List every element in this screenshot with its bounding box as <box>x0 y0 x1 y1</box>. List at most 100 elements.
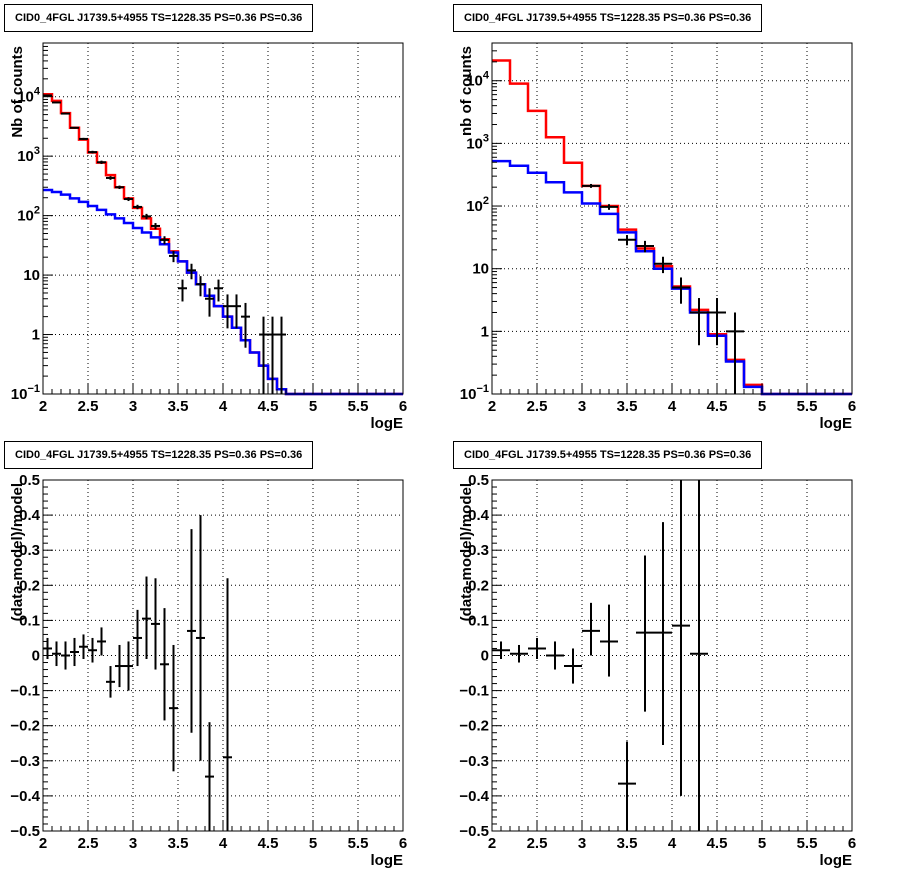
data-point <box>205 288 214 317</box>
x-tick-label: 3 <box>129 398 137 415</box>
plot-title: CID0_4FGL J1739.5+4955 TS=1228.35 PS=0.3… <box>4 441 314 469</box>
data-point <box>61 112 70 115</box>
y-tick-label: −0.5 <box>10 823 40 840</box>
x-tick-label: 4.5 <box>258 398 279 415</box>
y-axis-title: Nb of counts <box>9 46 26 138</box>
data-point <box>241 302 250 348</box>
x-tick-label: 2 <box>488 835 496 852</box>
data-points <box>43 515 232 831</box>
residual-plot-right: 2 2.5 3 3.5 4 4.5 5 5.5 6 −0.5 −0.4 −0.3 −0.2 −0.1 0 0.… <box>458 472 856 869</box>
x-tick-label: 5 <box>309 835 317 852</box>
x-tick-label: 2 <box>39 398 47 415</box>
x-tick-label: 2.5 <box>78 835 99 852</box>
x-tick-label: 3 <box>578 398 586 415</box>
plot-title: CID0_4FGL J1739.5+4955 TS=1228.35 PS=0.3… <box>453 441 763 469</box>
data-point <box>672 277 690 304</box>
data-point <box>160 608 169 721</box>
data-points <box>492 480 708 831</box>
data-point <box>169 644 178 772</box>
data-point <box>88 150 97 154</box>
x-tick-label: 3.5 <box>168 398 189 415</box>
panel-top-left: 2 2.5 3 3.5 4 4.5 5 5.5 6 10−1 1 10 102 103 104 logE Nb … <box>0 0 449 437</box>
data-point <box>654 256 672 274</box>
data-point <box>232 294 241 329</box>
x-tick-label: 4.5 <box>707 398 728 415</box>
data-point <box>151 223 160 230</box>
y-tick-label: −0.2 <box>10 718 40 735</box>
data-point <box>160 236 169 245</box>
y-tick-label: 102 <box>17 205 40 225</box>
y-tick-label: −0.4 <box>459 788 489 805</box>
data-point <box>124 197 133 202</box>
x-axis-title: logE <box>820 852 853 869</box>
y-tick-label: −0.3 <box>459 753 489 770</box>
y-tick-label: 10 <box>472 261 489 278</box>
y-tick-label: 0.2 <box>19 577 40 594</box>
data-point <box>97 160 106 164</box>
x-axis-title: logE <box>820 415 853 432</box>
y-axis: 10−1 1 10 102 103 104 <box>11 42 53 403</box>
data-point <box>196 276 205 297</box>
x-tick-label: 3 <box>578 835 586 852</box>
x-axis-title: logE <box>371 415 404 432</box>
data-point <box>690 298 708 346</box>
y-axis: 10−1 1 10 102 103 104 <box>460 42 502 403</box>
data-point <box>133 609 142 667</box>
y-axis: −0.5 −0.4 −0.3 −0.2 −0.1 0 0.1 0.2 0.3 0.4 0.5 <box>10 472 53 840</box>
data-point <box>600 204 618 210</box>
x-tick-label: 4 <box>668 835 677 852</box>
x-tick-label: 6 <box>399 398 407 415</box>
data-point <box>61 641 70 670</box>
x-tick-label: 5 <box>758 835 766 852</box>
data-point <box>115 644 124 688</box>
data-point <box>43 94 52 97</box>
y-tick-label: 10−1 <box>11 383 40 403</box>
y-tick-label: 103 <box>466 132 489 152</box>
data-point <box>654 522 672 746</box>
data-point <box>115 185 124 190</box>
data-point <box>708 298 726 346</box>
y-tick-label: 0.1 <box>468 612 489 629</box>
gridlines <box>43 480 403 831</box>
data-point <box>142 576 151 660</box>
x-tick-label: 4 <box>668 398 677 415</box>
y-tick-label: 103 <box>17 145 40 165</box>
data-point <box>169 250 178 263</box>
counts-plot-left: 2 2.5 3 3.5 4 4.5 5 5.5 6 10−1 1 10 102 103 104 logE Nb … <box>9 42 407 432</box>
y-tick-label: 104 <box>17 86 41 106</box>
y-axis-title: (data-model)/model <box>458 483 475 621</box>
x-axis-title: logE <box>371 852 404 869</box>
y-tick-label: −0.1 <box>10 683 40 700</box>
data-point <box>546 641 564 670</box>
data-point <box>690 480 708 831</box>
y-tick-label: −0.4 <box>10 788 40 805</box>
y-tick-label: 0.5 <box>468 472 489 489</box>
data-point <box>277 316 286 394</box>
data-point <box>178 279 187 302</box>
x-tick-label: 2.5 <box>527 398 548 415</box>
x-tick-label: 6 <box>399 835 407 852</box>
gridlines <box>492 43 852 394</box>
data-point <box>582 183 600 188</box>
x-tick-label: 5.5 <box>797 398 818 415</box>
y-tick-label: 1 <box>32 327 40 344</box>
plot-title: CID0_4FGL J1739.5+4955 TS=1228.35 PS=0.3… <box>4 4 314 32</box>
counts-plot-right: 2 2.5 3 3.5 4 4.5 5 5.5 6 10−1 1 10 102 103 104 logE nb … <box>458 42 856 432</box>
x-tick-label: 3.5 <box>617 398 638 415</box>
data-point <box>88 637 97 663</box>
data-point <box>79 137 88 140</box>
x-tick-label: 4.5 <box>258 835 279 852</box>
x-tick-label: 3.5 <box>617 835 638 852</box>
x-tick-label: 2.5 <box>78 398 99 415</box>
data-point <box>672 480 690 796</box>
x-axis: 2 2.5 3 3.5 4 4.5 5 5.5 6 <box>39 384 407 415</box>
data-point <box>259 316 268 394</box>
data-point <box>133 204 142 210</box>
data-point <box>636 555 654 712</box>
y-tick-label: −0.1 <box>459 683 489 700</box>
data-point <box>268 316 277 394</box>
y-tick-label: 10 <box>23 267 40 284</box>
y-axis: −0.5 −0.4 −0.3 −0.2 −0.1 0 0.1 0.2 0.3 0.4 0.5 <box>459 472 502 840</box>
y-tick-label: 0.4 <box>19 507 41 524</box>
data-point <box>187 263 196 280</box>
